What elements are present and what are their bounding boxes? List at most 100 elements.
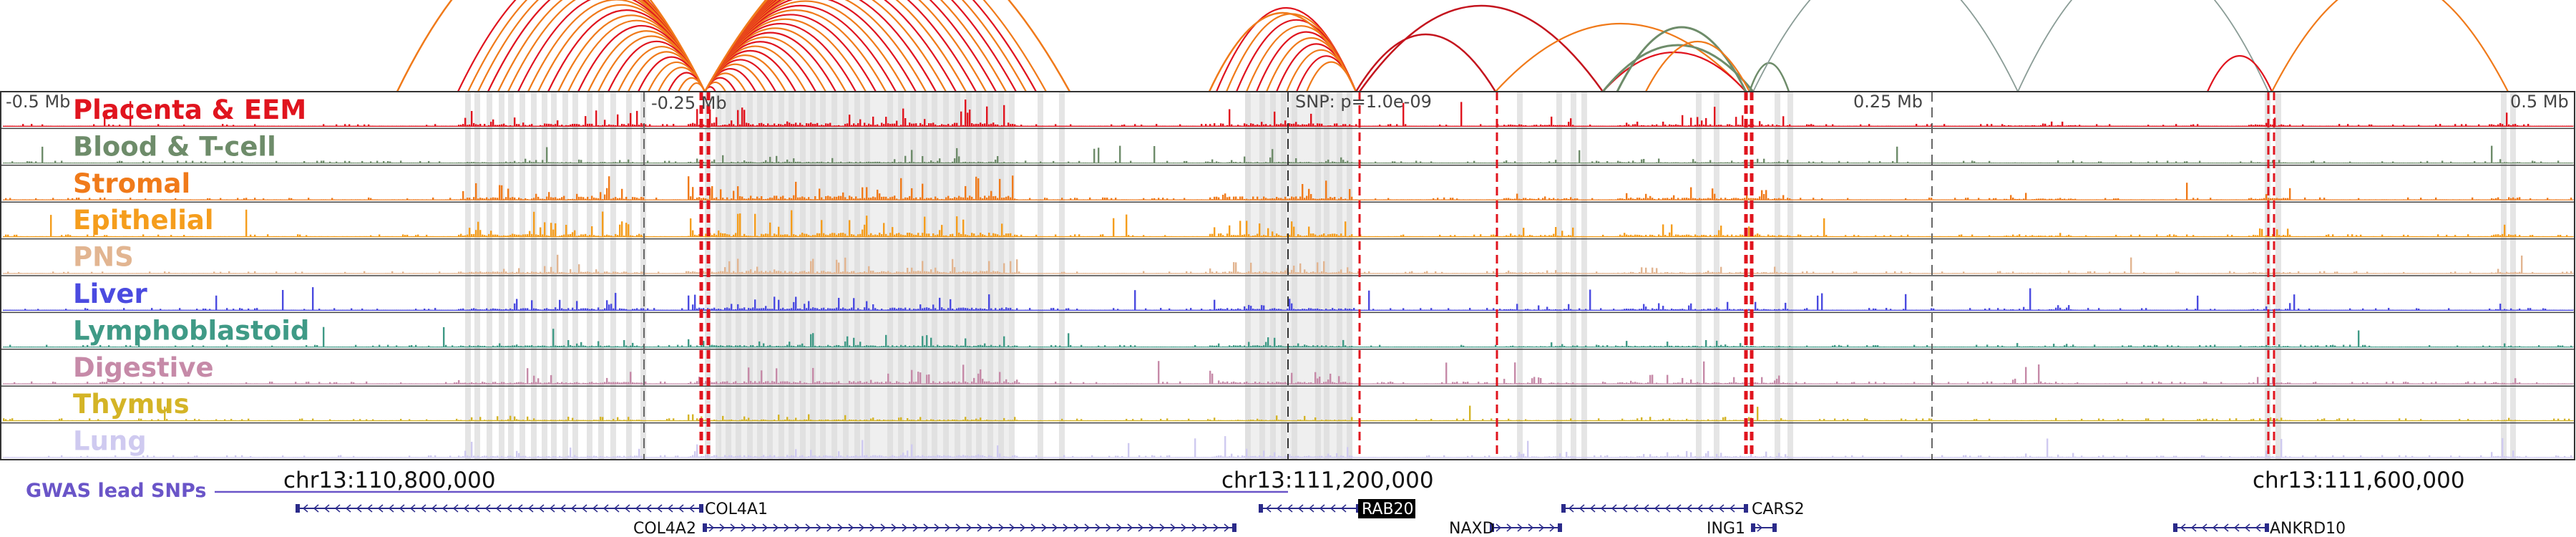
signal-bar — [1184, 198, 1186, 200]
signal-bar — [145, 198, 147, 200]
signal-bar — [840, 161, 842, 163]
signal-bar — [1299, 162, 1302, 163]
signal-bar — [793, 124, 795, 127]
signal-bar — [1246, 162, 1248, 163]
signal-bar — [509, 125, 512, 127]
signal-bar — [720, 233, 722, 237]
signal-bar — [2012, 198, 2014, 200]
signal-bar — [988, 233, 990, 237]
signal-bar — [1778, 161, 1780, 163]
signal-bar — [1323, 198, 1325, 200]
signal-bar — [1677, 125, 1679, 127]
signal-bar — [829, 196, 831, 200]
signal-bar — [782, 195, 784, 200]
signal-bar — [885, 196, 887, 200]
signal-bar — [503, 198, 505, 200]
signal-bar — [896, 198, 898, 200]
signal-bar — [1222, 123, 1224, 127]
signal-bar — [870, 124, 872, 127]
signal-bar — [2304, 197, 2306, 200]
signal-bar — [2517, 162, 2519, 163]
signal-bar — [2042, 123, 2044, 127]
signal-bar — [67, 198, 69, 200]
signal-bar — [1731, 198, 1733, 200]
signal-bar — [1714, 107, 1716, 127]
signal-bar — [2199, 160, 2201, 163]
signal-bar — [892, 123, 894, 127]
signal-bar — [593, 162, 595, 163]
signal-bar — [1991, 124, 1993, 127]
signal-bar — [1012, 175, 1014, 200]
signal-bar — [1035, 124, 1038, 127]
signal-bar — [838, 195, 840, 200]
signal-bar — [570, 124, 572, 127]
arc-77 — [1645, 41, 1750, 92]
signal-bar — [1235, 196, 1237, 200]
signal-bar — [932, 122, 935, 127]
signal-bar — [361, 160, 364, 163]
signal-bar — [716, 197, 718, 200]
signal-bar — [1699, 198, 1701, 200]
signal-bar — [1297, 124, 1299, 127]
signal-bar — [1662, 198, 1664, 200]
signal-bar — [1229, 225, 1231, 237]
signal-bar — [615, 162, 617, 163]
signal-bar — [748, 198, 750, 200]
signal-bar — [1572, 198, 1574, 200]
signal-bar — [192, 160, 194, 163]
signal-bar — [1220, 123, 1222, 127]
signal-bar — [432, 197, 434, 200]
signal-bar — [1782, 195, 1785, 200]
signal-bar — [477, 221, 479, 237]
signal-bar — [956, 147, 958, 163]
signal-bar — [548, 192, 550, 200]
signal-bar — [1514, 125, 1516, 127]
signal-bar — [1186, 160, 1188, 163]
signal-bar — [331, 198, 333, 200]
signal-bar — [1265, 198, 1267, 200]
arc-76 — [1616, 26, 1747, 92]
signal-bar — [2059, 125, 2062, 127]
signal-bar — [531, 198, 533, 200]
signal-bar — [1591, 198, 1594, 200]
signal-bar — [625, 125, 628, 127]
signal-bar — [2250, 198, 2253, 200]
signal-bar — [2276, 198, 2278, 200]
signal-bar — [544, 123, 546, 127]
signal-bar — [1340, 233, 1342, 237]
signal-bar — [254, 198, 256, 200]
signal-bar — [784, 124, 786, 127]
arc-74 — [1602, 52, 1747, 92]
signal-bar — [1641, 198, 1643, 200]
signal-bar — [853, 123, 855, 127]
signal-bar — [1437, 198, 1439, 200]
signal-bar — [1989, 160, 1991, 163]
signal-bar — [1248, 125, 1250, 127]
signal-bar — [54, 160, 57, 163]
signal-bar — [1544, 125, 1546, 127]
signal-bar — [2098, 161, 2100, 163]
signal-bar — [1312, 123, 1314, 127]
signal-bar — [1989, 198, 1991, 200]
signal-bar — [2358, 125, 2360, 127]
signal-bar — [1536, 125, 1538, 127]
signal-bar — [982, 124, 984, 127]
signal-bar — [1574, 198, 1576, 200]
signal-bar — [1246, 124, 1248, 127]
signal-bar — [1965, 198, 1967, 200]
signal-bar — [1963, 160, 1965, 163]
signal-bar — [130, 101, 132, 127]
signal-bar — [909, 122, 911, 127]
signal-bar — [1334, 233, 1336, 237]
signal-bar — [1688, 198, 1690, 200]
signal-bar — [887, 162, 889, 163]
signal-bar — [924, 198, 926, 200]
signal-bar — [2502, 124, 2504, 127]
signal-bar — [1512, 198, 1514, 200]
signal-bar — [1679, 125, 1682, 127]
signal-bar — [1514, 161, 1516, 163]
signal-bar — [2259, 125, 2261, 127]
signal-bar — [647, 160, 649, 163]
signal-bar — [550, 223, 552, 237]
signal-bar — [808, 123, 810, 127]
